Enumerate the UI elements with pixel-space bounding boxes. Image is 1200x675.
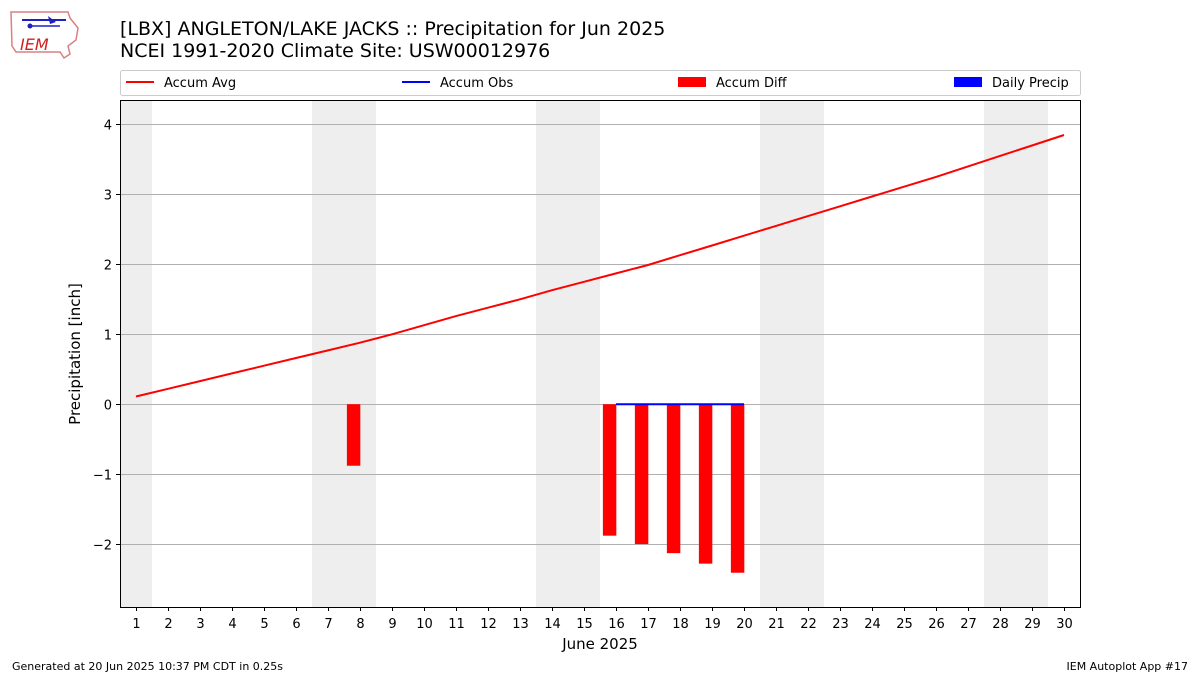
x-tick-label: 21 <box>768 617 785 632</box>
x-tick-label: 20 <box>736 617 753 632</box>
title-line-2: NCEI 1991-2020 Climate Site: USW00012976 <box>120 40 551 62</box>
bar-accum-diff <box>730 404 745 573</box>
svg-text:IEM: IEM <box>20 35 49 54</box>
bar-accum-diff <box>602 404 617 536</box>
y-gridlines <box>120 124 1080 545</box>
iem-logo: IEM <box>10 11 79 60</box>
x-tick-label: 11 <box>448 617 465 632</box>
x-tick-label: 22 <box>800 617 817 632</box>
plot-frame <box>120 100 1081 608</box>
bar-accum-diff <box>346 404 361 466</box>
legend-accum-obs-label: Accum Obs <box>440 76 513 91</box>
x-tick-label: 24 <box>864 617 881 632</box>
x-axis-label: June 2025 <box>561 635 638 653</box>
x-tick-label: 4 <box>228 617 236 632</box>
x-tick-label: 25 <box>896 617 913 632</box>
x-tick-label: 15 <box>576 617 593 632</box>
x-tick-label: 23 <box>832 617 849 632</box>
series-lines <box>135 134 1065 406</box>
y-tick-label: 1 <box>104 329 112 344</box>
generated-timestamp: Generated at 20 Jun 2025 10:37 PM CDT in… <box>12 660 284 673</box>
x-tick-label: 12 <box>480 617 497 632</box>
x-tick-label: 2 <box>164 617 172 632</box>
legend-accum-diff-swatch <box>678 77 706 87</box>
bar-accum-diff <box>698 404 713 564</box>
title-line-1: [LBX] ANGLETON/LAKE JACKS :: Precipitati… <box>120 18 666 40</box>
x-tick-label: 28 <box>992 617 1009 632</box>
x-tick-label: 17 <box>640 617 657 632</box>
weekend-band-0 <box>120 100 152 607</box>
x-tick-label: 29 <box>1024 617 1041 632</box>
y-axis-ticks: 4 3 2 1 0 −1 −2 <box>93 119 120 554</box>
weekend-band-4 <box>984 100 1048 607</box>
x-tick-label: 16 <box>608 617 625 632</box>
x-tick-label: 30 <box>1056 617 1073 632</box>
bar-accum-diff <box>634 404 649 545</box>
x-tick-label: 13 <box>512 617 529 632</box>
x-axis-ticks: 1 2 3 4 5 6 7 8 9 10 11 12 13 14 15 16 17 18 19 20 21 22 23 24 2… <box>132 607 1073 632</box>
line-accum-avg <box>135 134 1065 398</box>
x-tick-label: 9 <box>388 617 396 632</box>
legend-daily-precip-swatch <box>954 77 982 87</box>
accum-diff-bars <box>346 404 745 573</box>
legend: Accum Avg Accum Obs Accum Diff Daily Precip <box>120 70 1081 96</box>
y-tick-label: 0 <box>104 399 112 414</box>
x-tick-label: 5 <box>260 617 268 632</box>
x-tick-label: 27 <box>960 617 977 632</box>
x-tick-label: 6 <box>292 617 300 632</box>
x-tick-label: 14 <box>544 617 561 632</box>
app-label: IEM Autoplot App #17 <box>1066 660 1189 673</box>
y-tick-label: 4 <box>104 119 112 134</box>
y-tick-label: 3 <box>104 189 112 204</box>
y-tick-label: −2 <box>93 539 112 554</box>
legend-daily-precip-label: Daily Precip <box>992 76 1069 91</box>
x-tick-label: 18 <box>672 617 689 632</box>
x-tick-label: 1 <box>132 617 140 632</box>
weekend-band-1 <box>312 100 376 607</box>
weekend-shading <box>120 100 1048 607</box>
x-tick-label: 10 <box>416 617 433 632</box>
x-tick-label: 26 <box>928 617 945 632</box>
legend-accum-diff-label: Accum Diff <box>716 76 788 91</box>
legend-accum-avg-label: Accum Avg <box>164 76 236 91</box>
bar-accum-diff <box>666 404 681 554</box>
x-tick-label: 3 <box>196 617 204 632</box>
weekend-band-2 <box>536 100 600 607</box>
y-tick-label: 2 <box>104 259 112 274</box>
weekend-band-3 <box>760 100 824 607</box>
chart-title: [LBX] ANGLETON/LAKE JACKS :: Precipitati… <box>120 18 665 62</box>
legend-frame <box>120 70 1081 96</box>
x-tick-label: 8 <box>356 617 364 632</box>
y-tick-label: −1 <box>93 469 112 484</box>
x-tick-label: 7 <box>324 617 332 632</box>
y-axis-label: Precipitation [inch] <box>66 283 84 425</box>
x-tick-label: 19 <box>704 617 721 632</box>
